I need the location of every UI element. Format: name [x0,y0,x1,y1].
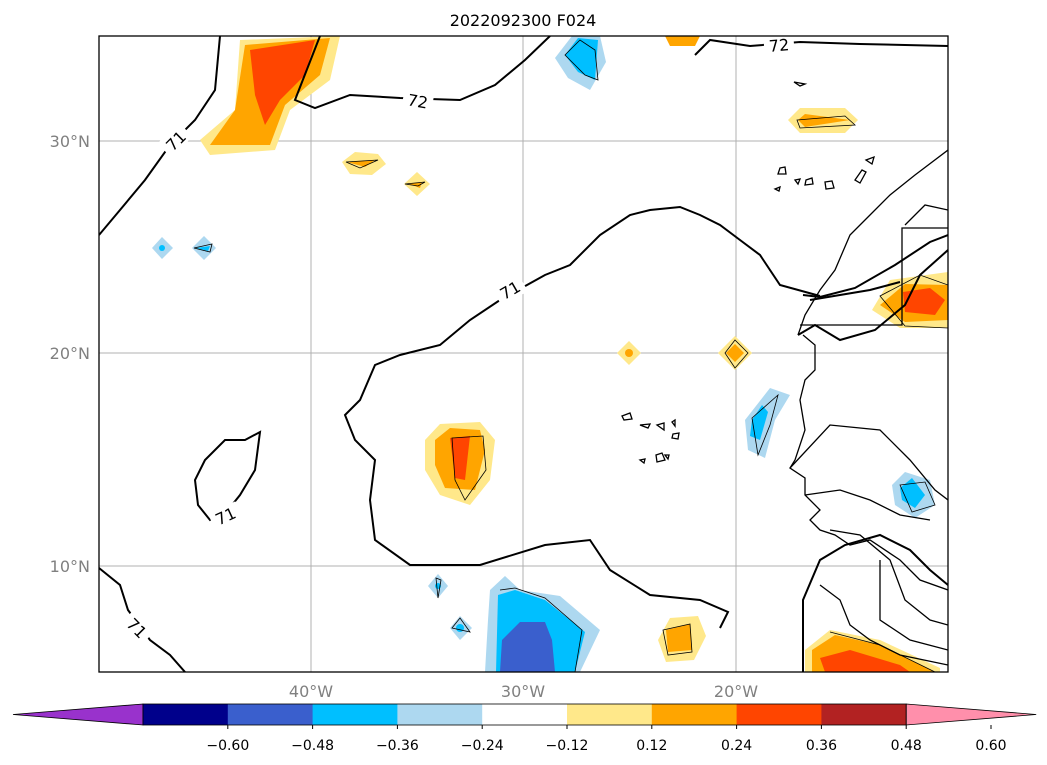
colorbar-tick-label: −0.24 [461,738,504,754]
patch-neg-east-1 [745,388,790,458]
contour-labels: 71 71 71 71 72 72 [119,35,795,646]
patch-dot-b [718,336,752,370]
patch-small-1 [788,108,858,133]
lat-label-10n: 10°N [50,557,90,576]
negative-anomaly-patches [152,36,935,672]
colorbar-tick-label: −0.60 [206,738,249,754]
colorbar-segment [312,704,398,725]
patch-nw [200,36,340,155]
colorbar-segment [397,704,483,725]
colorbar-segment [227,704,314,725]
lat-label-30n: 30°N [50,132,90,151]
patch-neg-left-1 [152,237,173,259]
patch-south-east [805,630,940,672]
patch-neg-left-2 [192,236,216,260]
contour-label: 72 [768,35,790,56]
lon-labels: 40°W 30°W 20°W [289,682,758,701]
positive-anomaly-patches [200,36,948,672]
colorbar-segment [143,704,229,725]
patch-center [425,422,495,505]
coastlines [621,81,948,666]
colorbar-tick-label: −0.48 [291,738,334,754]
patch-south-small [658,616,706,662]
lat-label-20n: 20°N [50,344,90,363]
colorbar-segment [821,704,907,725]
colorbar-tick-label: 0.48 [891,738,922,754]
colorbar-tick-label: 0.36 [806,738,837,754]
colorbar-segment [567,704,653,725]
patch-east [872,272,948,328]
lon-label-20w: 20°W [714,682,758,701]
lon-label-30w: 30°W [501,682,545,701]
colorbar: −0.60 −0.48 −0.36 −0.24 −0.12 0.12 0.24 0.36 0.4… [12,703,1037,754]
map-frame [98,35,949,673]
colorbar-segment [736,704,822,725]
patch-dot-a [617,341,641,365]
map-area: 71 71 71 71 72 72 [99,35,948,672]
colorbar-outline [142,703,907,726]
colorbar-segment [482,704,568,725]
thin-contours [193,39,948,672]
colorbar-extend-min [12,703,144,726]
patch-neg-top [555,36,606,90]
map-title: 2022092300 F024 [450,11,597,30]
colorbar-extend-max [905,703,1037,726]
patch-neg-south [485,576,600,672]
colorbar-tick-label: −0.36 [376,738,419,754]
patch-neg-east-2 [892,472,935,518]
lon-label-40w: 40°W [289,682,333,701]
colorbar-tick-label: −0.12 [546,738,589,754]
colorbar-tick-label: 0.24 [721,738,752,754]
contour-label: 72 [406,90,429,112]
lat-labels: 30°N 20°N 10°N [50,132,90,576]
colorbar-tick-label: 0.12 [636,738,667,754]
colorbar-tick-label: 0.60 [975,738,1006,754]
patch-top [665,36,700,46]
colorbar-segment [651,704,738,725]
